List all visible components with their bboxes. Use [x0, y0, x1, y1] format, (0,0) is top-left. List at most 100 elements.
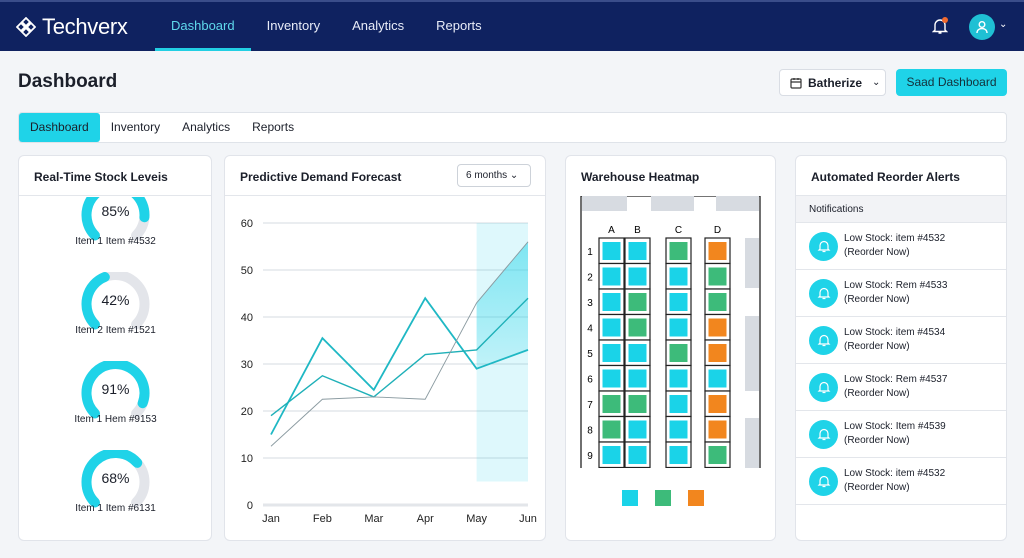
bin-status: [669, 242, 688, 260]
alert-item[interactable]: Low Stock: item #4532 (Reorder Now): [796, 223, 1006, 270]
x-tick-label: May: [466, 513, 487, 525]
logo[interactable]: Techverx: [16, 14, 128, 40]
shelf-block: [651, 196, 694, 211]
bin-status: [669, 369, 688, 388]
tab-dashboard[interactable]: Dashboard: [19, 113, 100, 142]
gauge-list[interactable]: 85% Item 1 Item #4532 42% Item 2 Item #1521…: [19, 197, 211, 540]
bin-status: [708, 369, 727, 388]
avatar[interactable]: [969, 14, 995, 40]
notification-dot: [942, 17, 948, 23]
bin-status: [669, 267, 688, 286]
gauge-fill: [81, 450, 143, 508]
bin-status: [708, 344, 727, 362]
bin-status: [628, 344, 647, 362]
alert-bell-icon: [809, 466, 838, 496]
legend-swatch: [688, 490, 704, 506]
card-title: Automated Reorder Alerts: [796, 156, 1006, 196]
gauge-label: Item 1 Hem #9153: [74, 414, 157, 425]
bin-status: [669, 318, 688, 337]
alert-title: Low Stock: item #4532: [844, 233, 946, 244]
shelf-block: [716, 196, 759, 211]
reorder-link[interactable]: (Reorder Now): [844, 435, 910, 446]
bin-status: [628, 420, 647, 439]
nav-reports[interactable]: Reports: [436, 18, 482, 33]
gauge-fill: [81, 197, 150, 241]
card-title: Predictive Demand Forecast: [225, 156, 545, 196]
shelf-block: [745, 238, 759, 288]
bin-status: [602, 395, 621, 413]
bin-status: [628, 369, 647, 388]
gauge-arc: [81, 361, 150, 419]
app-name: Techverx: [42, 14, 128, 39]
nav-inventory[interactable]: Inventory: [266, 18, 321, 33]
reorder-link[interactable]: (Reorder Now): [844, 247, 910, 258]
chevron-down-icon[interactable]: ⌄: [999, 19, 1008, 30]
series-line: [270, 241, 529, 447]
row-label: 8: [587, 426, 593, 437]
tab-reports[interactable]: Reports: [252, 120, 295, 134]
gauge-fill: [81, 361, 150, 419]
shelf-block: [745, 418, 759, 468]
shelf-block: [745, 316, 759, 391]
x-tick-label: Jun: [519, 513, 537, 525]
series-line: [270, 297, 529, 417]
reorder-link[interactable]: (Reorder Now): [844, 294, 910, 305]
bin-status: [602, 420, 621, 439]
stock-gauge: 85% Item 1 Item #4532: [19, 197, 211, 253]
alert-bell-icon: [809, 372, 838, 402]
alert-title: Low Stock: item #4532: [844, 468, 946, 479]
reorder-link[interactable]: (Reorder Now): [844, 388, 910, 399]
alert-item[interactable]: Low Stock: Rem #4537 (Reorder Now): [796, 364, 1006, 411]
nav-analytics[interactable]: Analytics: [352, 18, 405, 33]
alert-bell-icon: [809, 419, 838, 449]
reorder-link[interactable]: (Reorder Now): [844, 341, 910, 352]
heatmap-card: Warehouse Heatmap A B C D 1 2 3 4 5 6 7 8 9: [565, 155, 776, 541]
save-dashboard-button[interactable]: Saad Dashboard: [896, 69, 1007, 96]
page-title: Dashboard: [18, 71, 118, 92]
range-value: 6 months: [466, 170, 508, 181]
alert-item[interactable]: Low Stock: item #4534 (Reorder Now): [796, 317, 1006, 364]
bin-status: [669, 293, 688, 311]
row-label: 2: [587, 273, 593, 284]
column-label: A: [608, 225, 615, 236]
alert-item[interactable]: Low Stock: Rem #4533 (Reorder Now): [796, 270, 1006, 317]
alert-bell-icon: [809, 278, 838, 308]
bin-status: [602, 293, 621, 311]
range-select[interactable]: 6 months ⌄: [457, 164, 531, 187]
bin-status: [708, 318, 727, 337]
batch-select[interactable]: Batherize ⌄: [779, 69, 886, 96]
tab-inventory[interactable]: Inventory: [110, 120, 161, 134]
alert-bell-icon: [809, 231, 838, 261]
bin-status: [602, 344, 621, 362]
column-label: C: [675, 225, 682, 236]
batch-select-value: Batherize: [808, 75, 863, 90]
gauge-fill: [81, 272, 110, 330]
alert-item[interactable]: Low Stock: item #4532 (Reorder Now): [796, 458, 1006, 505]
gauge-label: Item 1 Item #6131: [75, 503, 156, 514]
column-label: D: [714, 225, 721, 236]
alert-item[interactable]: Low Stock: Item #4539 (Reorder Now): [796, 411, 1006, 458]
top-nav-bar: Techverx Dashboard Inventory Analytics R…: [0, 0, 1024, 51]
gauge-percent: 42%: [101, 292, 130, 308]
stock-gauge: 42% Item 2 Item #1521: [19, 272, 211, 342]
row-label: 9: [587, 451, 593, 462]
row-label: 6: [587, 375, 593, 386]
bin-status: [708, 420, 727, 439]
bin-status: [602, 318, 621, 337]
legend-swatch: [622, 490, 638, 506]
chevron-down-icon: ⌄: [872, 77, 881, 88]
reorder-link[interactable]: (Reorder Now): [844, 482, 910, 493]
gauge-percent: 68%: [101, 470, 130, 486]
bin-status: [708, 395, 727, 413]
notifications-header: Notifications: [796, 196, 1006, 223]
series-line: [270, 296, 529, 435]
column-label: B: [634, 225, 641, 236]
nav-dashboard[interactable]: Dashboard: [155, 2, 251, 51]
calendar-icon: [790, 77, 802, 89]
tab-analytics[interactable]: Analytics: [182, 120, 231, 134]
shelf-block: [582, 196, 627, 211]
forecast-chart: 0 10 20 30 40 50 60 Jan Feb Mar Apr May Jun: [241, 218, 537, 525]
forecast-card: Predictive Demand Forecast 6 months ⌄ 0 1…: [224, 155, 546, 541]
y-tick-label: 60: [241, 218, 253, 230]
stock-gauge: 91% Item 1 Hem #9153: [19, 361, 211, 431]
